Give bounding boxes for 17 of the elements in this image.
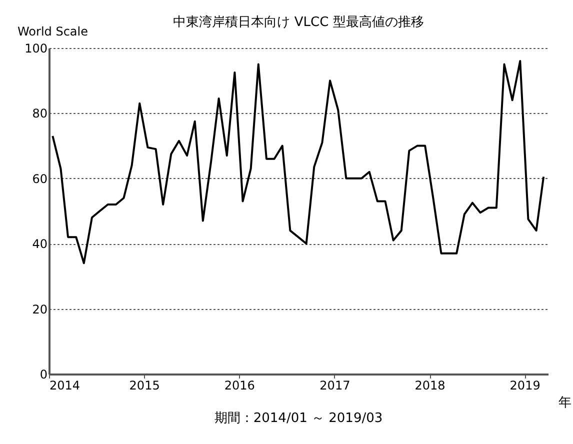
x-tick-label: 2015 [129, 378, 160, 392]
x-tick-label: 2019 [510, 378, 540, 392]
x-axis-title: 年 [558, 396, 572, 410]
y-tick-label: 40 [32, 237, 48, 252]
line-series [52, 60, 545, 264]
x-tick-label: 2017 [320, 378, 350, 392]
x-tick-label: 2016 [224, 378, 255, 392]
y-tick-label: 100 [24, 42, 48, 56]
x-tick-label: 2018 [414, 378, 446, 392]
y-tick-label: 80 [32, 106, 48, 121]
y-tick-label: 60 [32, 172, 48, 186]
chart-title: 中東湾岸積日本向け VLCC 型最高値の推移 [173, 14, 424, 30]
y-tick-label: 20 [32, 302, 48, 316]
y-axis-title: World Scale [18, 24, 88, 38]
y-tick-label: 0 [40, 368, 48, 382]
text: 期間：2014/01 ～ 2019/03 [214, 411, 383, 426]
x-tick-label: 2014 [50, 378, 80, 392]
